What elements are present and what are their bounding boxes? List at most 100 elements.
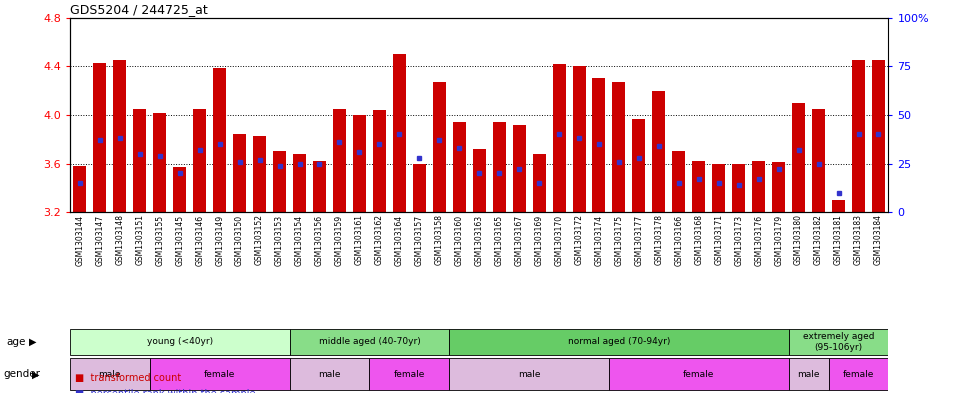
Bar: [369, 358, 450, 390]
Text: GSM1303149: GSM1303149: [216, 215, 224, 266]
Text: GSM1303183: GSM1303183: [854, 215, 863, 266]
Bar: [812, 109, 825, 212]
Text: GSM1303173: GSM1303173: [734, 215, 743, 266]
Text: GSM1303155: GSM1303155: [155, 215, 164, 266]
Text: GSM1303168: GSM1303168: [694, 215, 703, 266]
Bar: [214, 68, 226, 212]
Text: male: male: [518, 370, 540, 379]
Bar: [552, 64, 565, 212]
Bar: [753, 161, 765, 212]
Text: GSM1303179: GSM1303179: [774, 215, 784, 266]
Bar: [150, 358, 289, 390]
Text: extremely aged
(95-106yr): extremely aged (95-106yr): [803, 332, 874, 352]
Text: GSM1303151: GSM1303151: [135, 215, 145, 266]
Text: GSM1303171: GSM1303171: [715, 215, 723, 266]
Text: GSM1303159: GSM1303159: [335, 215, 344, 266]
Text: GSM1303167: GSM1303167: [515, 215, 523, 266]
Bar: [333, 109, 346, 212]
Text: GSM1303175: GSM1303175: [615, 215, 623, 266]
Text: GSM1303172: GSM1303172: [575, 215, 584, 266]
Text: GDS5204 / 244725_at: GDS5204 / 244725_at: [70, 4, 208, 17]
Bar: [772, 162, 786, 212]
Bar: [133, 109, 147, 212]
Bar: [293, 154, 306, 212]
Text: GSM1303177: GSM1303177: [634, 215, 644, 266]
Bar: [193, 109, 206, 212]
Text: GSM1303165: GSM1303165: [494, 215, 504, 266]
Bar: [114, 60, 126, 212]
Bar: [788, 329, 888, 355]
Bar: [70, 358, 150, 390]
Text: male: male: [318, 370, 341, 379]
Text: female: female: [393, 370, 425, 379]
Text: GSM1303176: GSM1303176: [754, 215, 763, 266]
Bar: [653, 91, 665, 212]
Text: middle aged (40-70yr): middle aged (40-70yr): [318, 338, 420, 346]
Bar: [452, 122, 466, 212]
Text: gender: gender: [3, 369, 40, 379]
Text: GSM1303157: GSM1303157: [415, 215, 423, 266]
Text: GSM1303146: GSM1303146: [195, 215, 204, 266]
Bar: [609, 358, 788, 390]
Bar: [492, 122, 506, 212]
Text: ▶: ▶: [29, 337, 37, 347]
Text: GSM1303156: GSM1303156: [315, 215, 324, 266]
Bar: [253, 136, 266, 212]
Bar: [93, 62, 107, 212]
Text: GSM1303158: GSM1303158: [435, 215, 444, 266]
Text: GSM1303148: GSM1303148: [116, 215, 124, 266]
Text: young (<40yr): young (<40yr): [147, 338, 213, 346]
Text: GSM1303184: GSM1303184: [874, 215, 883, 266]
Bar: [450, 329, 788, 355]
Text: ■  percentile rank within the sample: ■ percentile rank within the sample: [75, 389, 255, 393]
Bar: [872, 60, 885, 212]
Bar: [672, 151, 686, 212]
Bar: [273, 151, 286, 212]
Text: male: male: [797, 370, 820, 379]
Text: GSM1303150: GSM1303150: [235, 215, 244, 266]
Text: GSM1303162: GSM1303162: [375, 215, 384, 266]
Bar: [450, 358, 609, 390]
Text: GSM1303153: GSM1303153: [275, 215, 285, 266]
Bar: [613, 82, 625, 212]
Text: GSM1303166: GSM1303166: [674, 215, 684, 266]
Text: normal aged (70-94yr): normal aged (70-94yr): [568, 338, 670, 346]
Bar: [153, 112, 166, 212]
Text: ■  transformed count: ■ transformed count: [75, 373, 181, 383]
Text: male: male: [99, 370, 121, 379]
Text: GSM1303160: GSM1303160: [454, 215, 464, 266]
Text: GSM1303182: GSM1303182: [814, 215, 823, 265]
Bar: [692, 161, 705, 212]
Bar: [852, 60, 865, 212]
Bar: [313, 161, 326, 212]
Bar: [732, 163, 745, 212]
Bar: [533, 154, 546, 212]
Text: female: female: [204, 370, 235, 379]
Bar: [393, 54, 406, 212]
Text: GSM1303180: GSM1303180: [794, 215, 803, 266]
Text: female: female: [843, 370, 874, 379]
Bar: [713, 163, 725, 212]
Bar: [832, 200, 845, 212]
Bar: [433, 82, 446, 212]
Text: GSM1303174: GSM1303174: [594, 215, 604, 266]
Text: GSM1303147: GSM1303147: [95, 215, 104, 266]
Bar: [788, 358, 828, 390]
Bar: [173, 167, 186, 212]
Text: female: female: [684, 370, 715, 379]
Bar: [513, 125, 525, 212]
Text: GSM1303181: GSM1303181: [834, 215, 843, 265]
Bar: [352, 115, 366, 212]
Bar: [289, 358, 369, 390]
Bar: [592, 79, 606, 212]
Bar: [792, 103, 805, 212]
Text: GSM1303178: GSM1303178: [654, 215, 663, 266]
Text: GSM1303163: GSM1303163: [475, 215, 484, 266]
Text: GSM1303169: GSM1303169: [535, 215, 544, 266]
Bar: [473, 149, 486, 212]
Bar: [373, 110, 385, 212]
Bar: [573, 66, 586, 212]
Text: GSM1303161: GSM1303161: [354, 215, 364, 266]
Text: GSM1303145: GSM1303145: [175, 215, 184, 266]
Bar: [233, 134, 246, 212]
